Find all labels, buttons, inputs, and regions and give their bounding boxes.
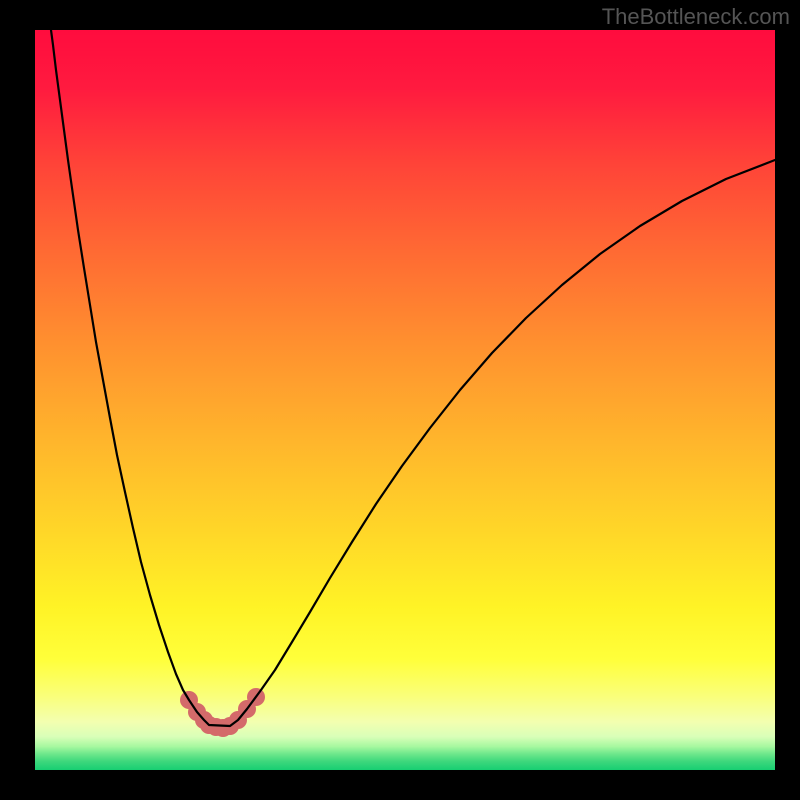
- chart-svg: [0, 0, 800, 800]
- watermark-text: TheBottleneck.com: [602, 4, 790, 30]
- plot-background-gradient: [35, 30, 775, 770]
- bottleneck-chart: TheBottleneck.com: [0, 0, 800, 800]
